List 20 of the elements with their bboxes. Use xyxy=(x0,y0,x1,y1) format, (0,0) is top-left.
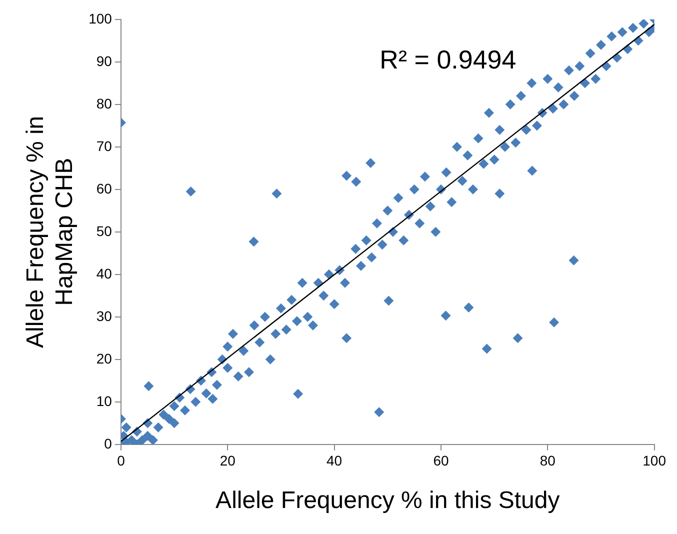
y-tick-label: 50 xyxy=(96,222,112,239)
y-tick-label: 10 xyxy=(96,392,112,409)
annotation: R² = 0.9494 xyxy=(380,44,516,75)
x-tick-label: 80 xyxy=(540,452,556,469)
x-tick-label: 20 xyxy=(220,452,236,469)
y-tick-label: 60 xyxy=(96,180,112,196)
x-tick-label: 60 xyxy=(433,452,449,469)
y-tick-label: 40 xyxy=(96,265,112,282)
y-tick-label: 70 xyxy=(96,138,112,154)
x-axis-title: Allele Frequency % in this Study xyxy=(216,487,560,514)
y-tick-label: 30 xyxy=(96,308,112,324)
y-tick-label: 0 xyxy=(104,435,112,452)
x-tick-label: 0 xyxy=(117,452,126,469)
x-tick-label: 100 xyxy=(642,452,666,469)
y-tick-label: 20 xyxy=(96,350,112,366)
y-axis-title: Allele Frequency % in HapMap CHB xyxy=(22,116,78,348)
y-tick-label: 90 xyxy=(96,52,112,69)
y-tick-label: 80 xyxy=(96,95,112,112)
y-tick-label: 100 xyxy=(88,10,112,26)
x-tick-label: 40 xyxy=(326,452,342,469)
